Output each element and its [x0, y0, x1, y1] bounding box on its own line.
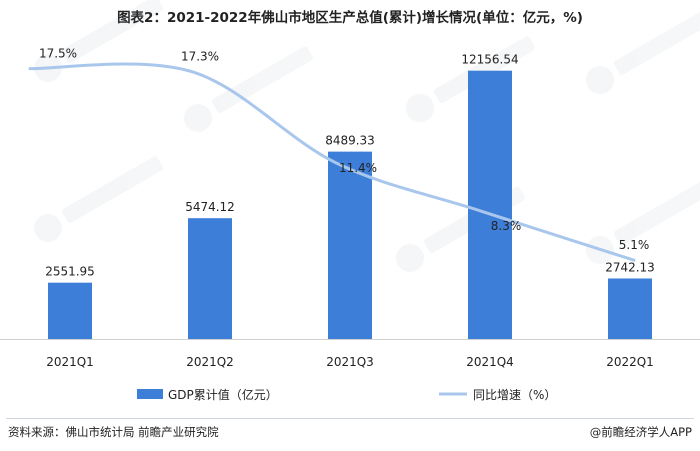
- watermark-band: [61, 0, 163, 63]
- watermark-logo: [396, 244, 424, 272]
- watermark-band: [613, 178, 700, 245]
- watermark-layer: [34, 0, 700, 272]
- bar-2022Q1: [608, 278, 652, 339]
- x-tick-2021Q2: 2021Q2: [186, 355, 234, 369]
- watermark-band: [211, 46, 313, 113]
- watermark-mark: [406, 36, 535, 122]
- x-tick-2021Q1: 2021Q1: [46, 355, 94, 369]
- x-tick-2021Q4: 2021Q4: [466, 355, 514, 369]
- x-tick-2021Q3: 2021Q3: [326, 355, 374, 369]
- x-tick-2022Q1: 2022Q1: [606, 355, 654, 369]
- watermark-logo: [184, 104, 212, 132]
- watermark-logo: [586, 66, 614, 94]
- legend-label-bar: GDP累计值（亿元）: [168, 387, 278, 402]
- bar-2021Q3: [328, 151, 372, 339]
- x-tick-labels: 2021Q1 2021Q2 2021Q3 2021Q4 2022Q1: [46, 355, 654, 369]
- watermark-logo: [406, 94, 434, 122]
- bar-label-2021Q3: 8489.33: [325, 134, 375, 148]
- bar-2021Q4: [468, 70, 512, 339]
- watermark-logo: [34, 214, 62, 242]
- line-label-2021Q1: 17.5%: [39, 47, 77, 61]
- bar-2021Q1: [48, 282, 92, 339]
- footer-divider: [6, 418, 694, 419]
- watermark-mark: [184, 46, 313, 132]
- watermark-mark: [586, 178, 700, 264]
- line-label-2022Q1: 5.1%: [619, 238, 650, 252]
- source-note: 资料来源：佛山市统计局 前瞻产业研究院: [8, 425, 219, 439]
- watermark-mark: [34, 156, 163, 242]
- legend: GDP累计值（亿元） 同比增速（%）: [137, 387, 556, 402]
- bar-label-2021Q4: 12156.54: [461, 53, 518, 67]
- line-label-2021Q3: 11.4%: [339, 161, 377, 175]
- line-data-labels: 17.5% 17.3% 11.4% 8.3% 5.1%: [39, 47, 649, 253]
- legend-swatch-bar: [137, 389, 163, 399]
- bar-label-2021Q2: 5474.12: [185, 200, 235, 214]
- bar-2021Q2: [188, 218, 232, 339]
- watermark-band: [433, 36, 535, 103]
- watermark-band: [61, 156, 163, 223]
- chart-title: 图表2：2021-2022年佛山市地区生产总值(累计)增长情况(单位：亿元，%): [117, 10, 583, 26]
- line-label-2021Q2: 17.3%: [181, 50, 219, 64]
- growth-line: [28, 62, 636, 262]
- bar-data-labels: 2551.95 5474.12 8489.33 12156.54 2742.13: [45, 53, 655, 279]
- bar-label-2022Q1: 2742.13: [605, 260, 655, 274]
- brand-credit: @前瞻经济学人APP: [589, 425, 692, 439]
- legend-label-line: 同比增速（%）: [473, 388, 556, 402]
- bar-label-2021Q1: 2551.95: [45, 265, 95, 279]
- watermark-mark: [586, 8, 700, 94]
- watermark-mark: [34, 0, 163, 82]
- line-label-2021Q4: 8.3%: [491, 219, 522, 233]
- bar-series: [48, 70, 652, 339]
- watermark-band: [613, 8, 700, 75]
